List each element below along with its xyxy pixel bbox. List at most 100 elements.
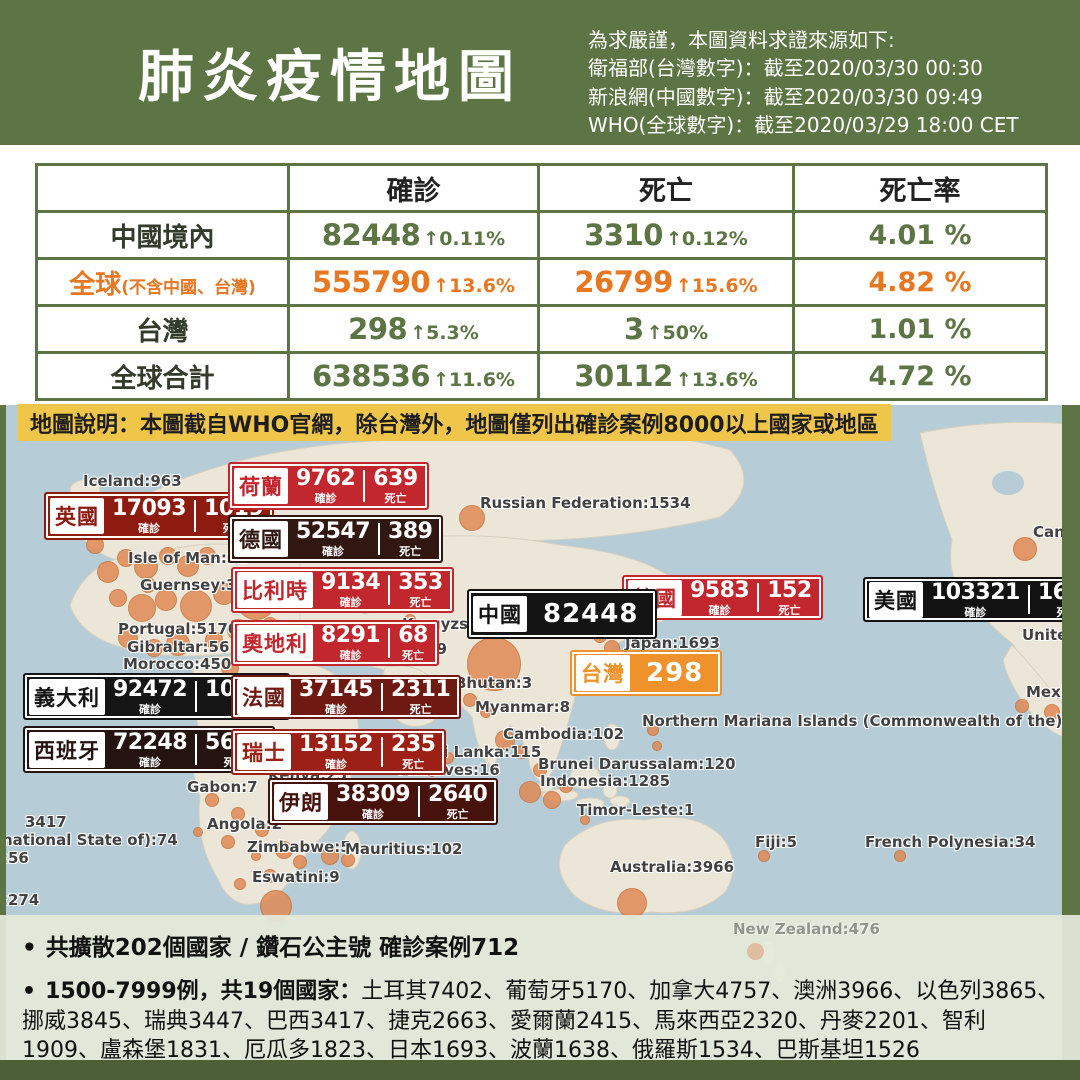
- footer-summary: New Zealand:476 • 共擴散202個國家 / 鑽石公主號 確診案例7…: [0, 915, 1080, 1080]
- death-rate-cell: 4.72 %: [792, 351, 1048, 401]
- country-name: 德國: [234, 521, 288, 557]
- map-country-label: Bhutan:3: [455, 674, 533, 692]
- deaths-cell: 26799 ↑15.6%: [537, 257, 795, 307]
- confirmed-stat: 298: [646, 658, 704, 688]
- case-bubble: [580, 815, 590, 825]
- deaths-stat: 353 死亡: [398, 570, 443, 609]
- country-name: 義大利: [29, 678, 105, 715]
- case-bubble-new-zealand: [747, 943, 764, 960]
- source-info: 為求嚴謹，本圖資料求證來源如下: 衛福部(台灣數字)：截至2020/03/30 …: [588, 26, 1019, 140]
- country-case-list: 土耳其7402、葡萄牙5170、加拿大4757、澳洲3966、以色列3865、挪…: [22, 979, 1060, 1064]
- case-bubble: [293, 855, 307, 869]
- divider: [418, 786, 421, 817]
- map-country-label: Gibraltar:56: [127, 638, 230, 656]
- stats-table: 確診 死亡 死亡率 中國境內 82448 ↑0.11% 3310 ↑0.12% 4.01 …: [35, 163, 1048, 401]
- country-name: 中國: [473, 596, 527, 632]
- case-bubble: [205, 631, 223, 649]
- source-line: 為求嚴謹，本圖資料求證來源如下:: [588, 28, 895, 52]
- map-country-label: Sri Lanka:115: [425, 743, 542, 761]
- confirmed-stat: 52547 確診: [296, 519, 371, 558]
- map-country-label: national State of):74: [2, 831, 178, 849]
- country-box-layer: 英國17093確診1019死亡荷蘭9762確診639死亡德國52547確診389…: [0, 405, 1080, 1060]
- map-country-label: Cambodia:102: [503, 725, 625, 743]
- case-bubble: [221, 835, 235, 849]
- map-country-label: Portugal:5170: [118, 620, 239, 638]
- divider: [388, 628, 391, 658]
- confirmed-cell: 298 ↑5.3%: [287, 304, 540, 354]
- divider: [363, 470, 366, 502]
- map-country-label: Zimbabwe:5: [247, 838, 351, 856]
- header: 肺炎疫情地圖 為求嚴謹，本圖資料求證來源如下: 衛福部(台灣數字)：截至2020…: [0, 0, 1080, 145]
- table-header-row: 確診 死亡 死亡率: [35, 163, 1048, 213]
- case-bubble: [159, 547, 177, 565]
- case-bubble: [205, 793, 219, 807]
- deaths-cell: 3310 ↑0.12%: [537, 210, 795, 260]
- confirmed-stat: 38309 確診: [336, 781, 411, 821]
- bottom-bar: [0, 1060, 1080, 1080]
- deaths-stat: 152 死亡: [767, 577, 812, 617]
- deaths-stat: 68 死亡: [398, 623, 428, 662]
- country-stat-box-taiwan: 台灣 298: [570, 650, 723, 696]
- confirmed-cell: 638536 ↑11.6%: [287, 351, 540, 401]
- case-bubble: [117, 549, 135, 567]
- deaths-stat: 639 死亡: [373, 466, 418, 505]
- source-line: 新浪網(中國數字)：截至2020/03/30 09:49: [588, 84, 983, 109]
- bullet-dot-icon: •: [22, 935, 37, 961]
- map-note: 地圖說明：本圖截自WHO官網，除台灣外，地圖僅列出確診案例8000以上國家或地區: [18, 404, 891, 441]
- column-header-deaths: 死亡: [537, 163, 795, 213]
- case-bubble: [894, 850, 906, 862]
- map-left-edge: [0, 405, 6, 1060]
- page-title: 肺炎疫情地圖: [138, 45, 522, 110]
- table-row: 台灣 298 ↑5.3% 3 ↑50% 1.01 %: [35, 304, 1048, 354]
- stats-table-section: 確診 死亡 死亡率 中國境內 82448 ↑0.11% 3310 ↑0.12% 4.01 …: [0, 145, 1080, 405]
- divider: [388, 575, 391, 605]
- divider: [194, 500, 197, 532]
- divider: [195, 681, 198, 712]
- deaths-stat: 2311 死亡: [391, 677, 451, 716]
- case-bubble: [251, 851, 261, 861]
- case-bubble: [480, 706, 492, 718]
- map-section: Iceland:963 Russian Federation:1534 Isle o…: [0, 405, 1080, 1060]
- case-bubble: [463, 693, 477, 707]
- deaths-stat: 389 死亡: [388, 519, 433, 558]
- summary-bullet-spread: • 共擴散202個國家 / 鑽石公主號 確診案例712: [22, 935, 520, 961]
- case-bubble: [193, 827, 203, 837]
- confirmed-stat: 92472 確診: [113, 676, 188, 716]
- map-right-edge: [1062, 405, 1080, 1060]
- map-country-label: Mauritius:102: [345, 840, 463, 858]
- case-bubble: [559, 779, 573, 793]
- row-label: 全球合計: [35, 351, 290, 401]
- table-row: 全球合計 638536 ↑11.6% 30112 ↑13.6% 4.72 %: [35, 351, 1048, 401]
- country-name: 瑞士: [237, 734, 291, 770]
- case-bubble: [234, 878, 246, 890]
- country-name: 西班牙: [29, 731, 105, 768]
- case-bubble: [758, 850, 770, 862]
- case-bubble: [118, 628, 138, 648]
- map-country-label: Russian Federation:1534: [480, 494, 691, 512]
- map-country-label: Gabon:7: [187, 778, 258, 796]
- country-stat-box-belgium: 比利時 9134 確診 353 死亡: [231, 567, 454, 613]
- deaths-stat: 235 死亡: [391, 732, 436, 771]
- deaths-stat: 2640 死亡: [428, 781, 488, 821]
- case-bubble: [519, 781, 541, 803]
- case-bubble: [652, 741, 662, 751]
- stats-table-body: 中國境內 82448 ↑0.11% 3310 ↑0.12% 4.01 % 全球(不含中國、台…: [35, 210, 1048, 401]
- case-bubble: [166, 632, 190, 656]
- country-name: 伊朗: [274, 783, 328, 820]
- case-bubble: [198, 547, 216, 565]
- country-name: 英國: [50, 498, 104, 534]
- country-name: 荷蘭: [234, 468, 288, 504]
- map-country-label: Brunei Darussalam:120: [538, 755, 736, 773]
- confirmed-stat: 9762 確診: [296, 466, 356, 505]
- map-label-layer: Iceland:963 Russian Federation:1534 Isle o…: [0, 405, 1080, 1060]
- case-bubble: [145, 639, 163, 657]
- confirmed-stat: 82448: [543, 599, 639, 629]
- case-bubble: [543, 791, 561, 809]
- column-header-blank: [35, 163, 290, 213]
- confirmed-stat: 9134 確診: [321, 570, 381, 609]
- case-bubble: [1015, 699, 1029, 713]
- summary-bullet-mid-countries: • 1500-7999例，共19個國家：土耳其7402、葡萄牙5170、加拿大47…: [22, 979, 1060, 1064]
- map-country-label: Iceland:963: [83, 472, 182, 490]
- deaths-cell: 30112 ↑13.6%: [537, 351, 795, 401]
